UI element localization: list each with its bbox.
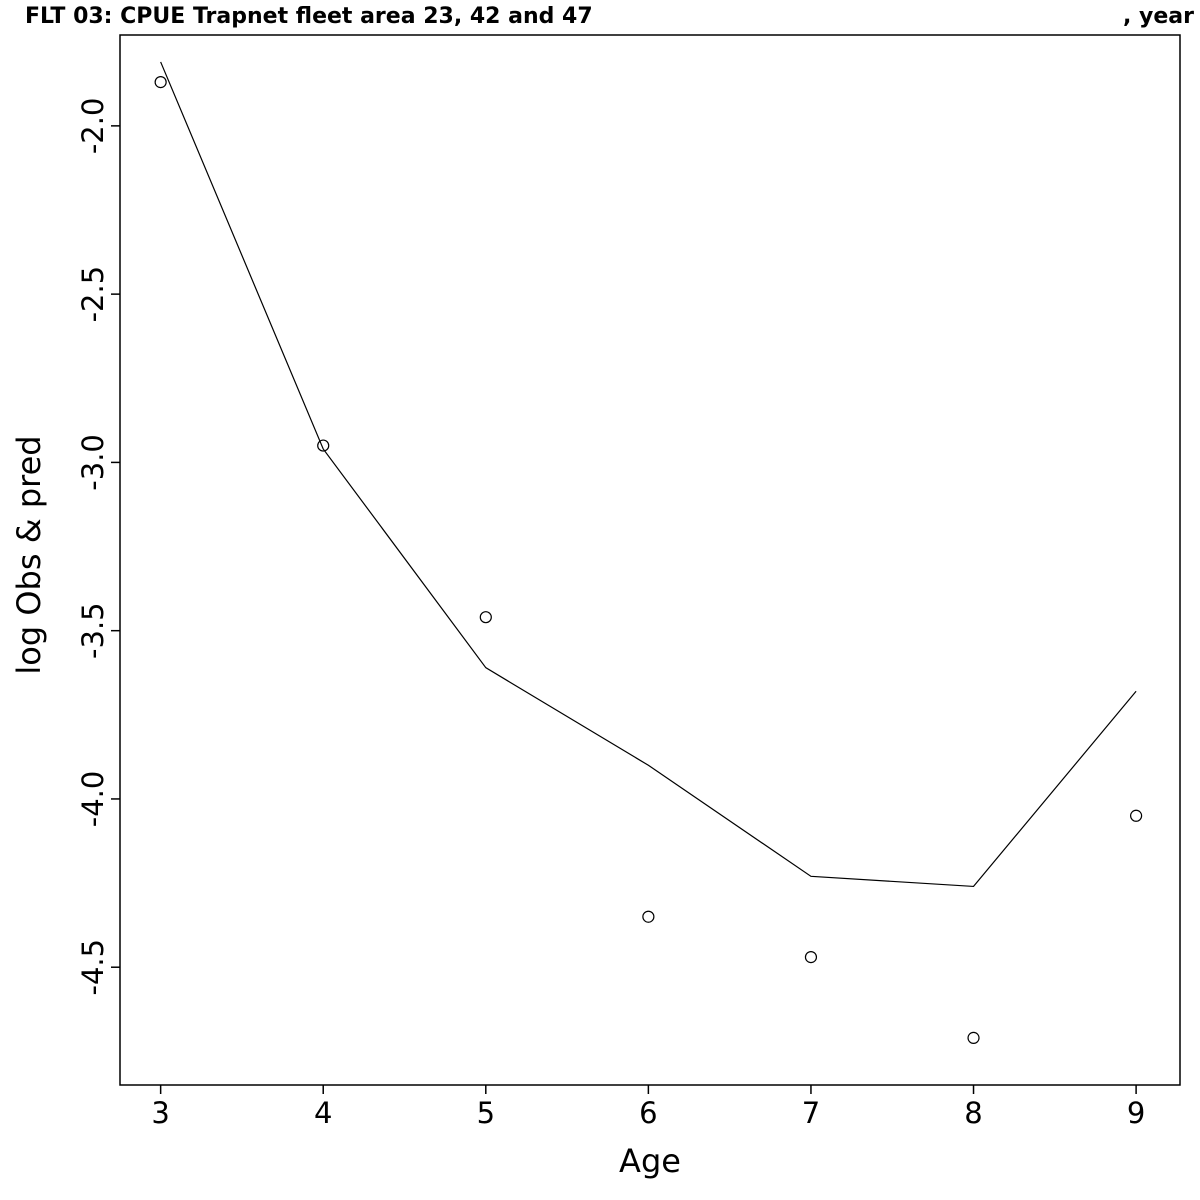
x-axis-label: Age: [619, 1142, 681, 1180]
x-tick-label: 6: [639, 1096, 657, 1130]
observed-point: [1130, 809, 1143, 822]
x-tick-label: 9: [1127, 1096, 1145, 1130]
y-tick-label: -4.0: [76, 771, 110, 828]
predicted-line-group: [160, 61, 1137, 888]
x-tick-label: 3: [151, 1096, 169, 1130]
observed-point: [479, 611, 492, 624]
observed-point: [154, 76, 167, 89]
observed-point: [967, 1031, 980, 1044]
chart-title: FLT 03: CPUE Trapnet fleet area 23, 42 a…: [25, 4, 593, 29]
x-tick-label: 5: [477, 1096, 495, 1130]
y-axis-label: log Obs & pred: [10, 435, 48, 674]
plot-box: [119, 34, 1181, 1086]
y-tick-label: -4.5: [76, 939, 110, 996]
x-axis-ticks: 3 4 5 6 7 8 9: [151, 1085, 1145, 1130]
y-tick-label: -2.0: [76, 98, 110, 155]
observed-point: [804, 951, 818, 964]
x-tick-label: 4: [314, 1096, 332, 1130]
observed-point: [642, 910, 655, 923]
y-tick-label: -2.5: [76, 266, 110, 323]
observed-points-group: [154, 76, 1143, 1044]
y-axis-ticks: -2.0 -2.5 -3.0 -3.5 -4.0 -4.5: [76, 98, 120, 996]
x-tick-label: 7: [802, 1096, 820, 1130]
observed-point: [317, 439, 330, 452]
y-tick-label: -3.0: [76, 434, 110, 491]
x-tick-label: 8: [964, 1096, 982, 1130]
y-tick-label: -3.5: [76, 602, 110, 659]
chart-title-right: , year: [1123, 4, 1194, 29]
predicted-line: [160, 61, 1137, 888]
